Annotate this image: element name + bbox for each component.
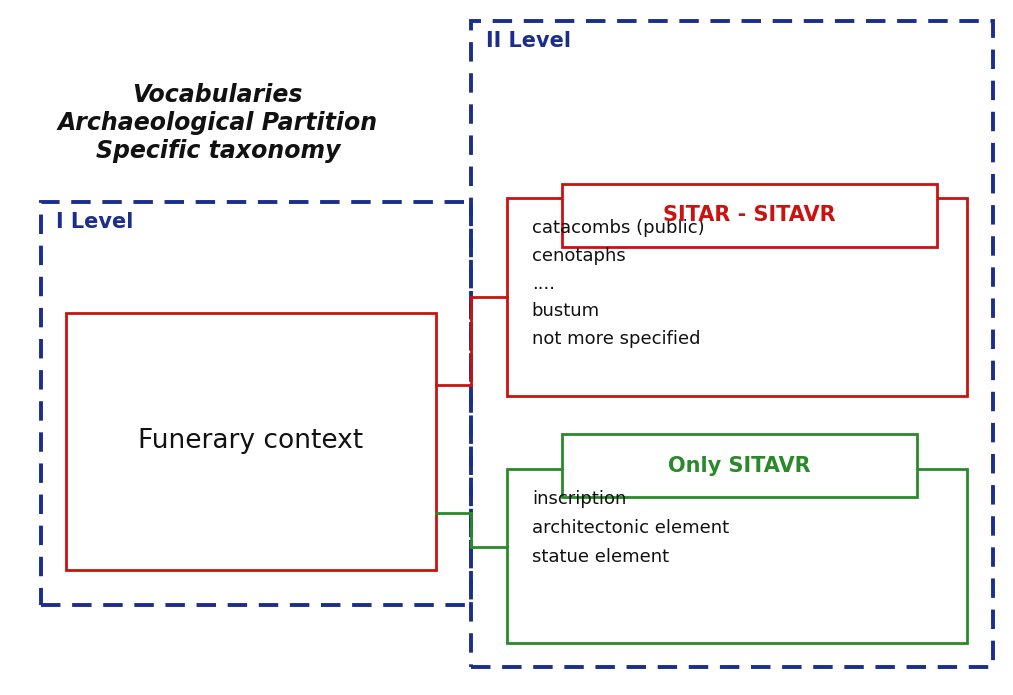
Text: I Level: I Level [56,212,133,232]
Text: II Level: II Level [486,31,571,51]
Bar [41,202,471,605]
Text: Funerary context: Funerary context [138,428,364,455]
Text: SITAR - SITAVR: SITAR - SITAVR [664,206,836,225]
Text: catacombs (public)
cenotaphs
....
bustum
not more specified: catacombs (public) cenotaphs .... bustum… [532,219,704,348]
Bar [506,469,967,643]
Bar [562,184,937,247]
Bar [471,21,993,667]
Bar [66,313,436,570]
Text: Only SITAVR: Only SITAVR [669,456,810,475]
Text: inscription
architectonic element
statue element: inscription architectonic element statue… [532,490,729,566]
Text: Vocabularies
Archaeological Partition
Specific taxonomy: Vocabularies Archaeological Partition Sp… [58,83,378,163]
Bar [562,434,917,497]
Bar [506,198,967,396]
